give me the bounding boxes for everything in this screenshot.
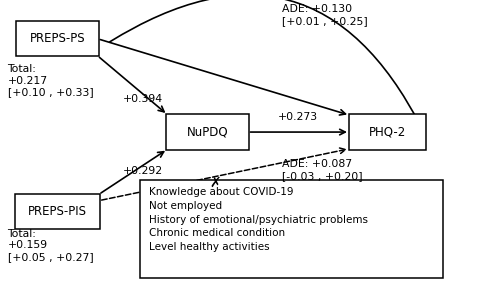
Text: Knowledge about COVID-19
Not employed
History of emotional/psychiatric problems
: Knowledge about COVID-19 Not employed Hi…	[149, 187, 368, 252]
Text: PHQ-2: PHQ-2	[369, 126, 406, 139]
Text: +0.273: +0.273	[278, 112, 318, 122]
Text: ADE: +0.087
[-0.03 , +0.20]: ADE: +0.087 [-0.03 , +0.20]	[282, 159, 363, 181]
Text: ✗: ✗	[209, 176, 221, 190]
FancyBboxPatch shape	[166, 114, 248, 150]
Text: PREPS-PIS: PREPS-PIS	[28, 205, 87, 218]
Text: PREPS-PS: PREPS-PS	[30, 32, 86, 45]
Text: NuPDQ: NuPDQ	[186, 126, 228, 139]
Text: Total:
+0.159
[+0.05 , +0.27]: Total: +0.159 [+0.05 , +0.27]	[8, 229, 93, 262]
Text: +0.394: +0.394	[122, 94, 162, 104]
FancyBboxPatch shape	[15, 194, 100, 229]
FancyBboxPatch shape	[140, 180, 442, 278]
FancyBboxPatch shape	[349, 114, 426, 150]
Text: +0.292: +0.292	[122, 166, 162, 176]
Text: ADE: +0.130
[+0.01 , +0.25]: ADE: +0.130 [+0.01 , +0.25]	[282, 4, 368, 26]
FancyBboxPatch shape	[16, 20, 99, 56]
Text: Total:
+0.217
[+0.10 , +0.33]: Total: +0.217 [+0.10 , +0.33]	[8, 64, 93, 97]
